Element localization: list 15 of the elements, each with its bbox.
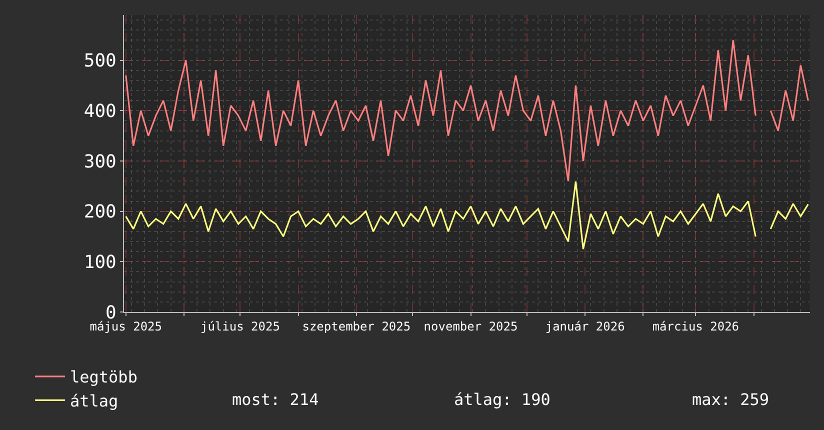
x-tick-label: szeptember 2025 (302, 319, 411, 334)
x-tick-label: március 2026 (652, 319, 740, 334)
y-tick-label: 400 (84, 100, 116, 122)
y-tick-label: 300 (84, 151, 116, 172)
legend-label: átlag (70, 391, 118, 410)
text: max: 259 (692, 390, 770, 409)
text: most: 214 (232, 390, 319, 409)
legend-label: legtöbb (70, 368, 138, 387)
y-tick-label: 500 (84, 50, 116, 72)
x-tick-label: november 2025 (424, 319, 518, 334)
x-tick-label: január 2026 (545, 319, 625, 334)
text: átlag: 190 (454, 390, 550, 409)
x-tick-label: július 2025 (200, 319, 280, 334)
y-tick-label: 100 (84, 252, 116, 273)
y-tick-label: 200 (84, 202, 116, 223)
